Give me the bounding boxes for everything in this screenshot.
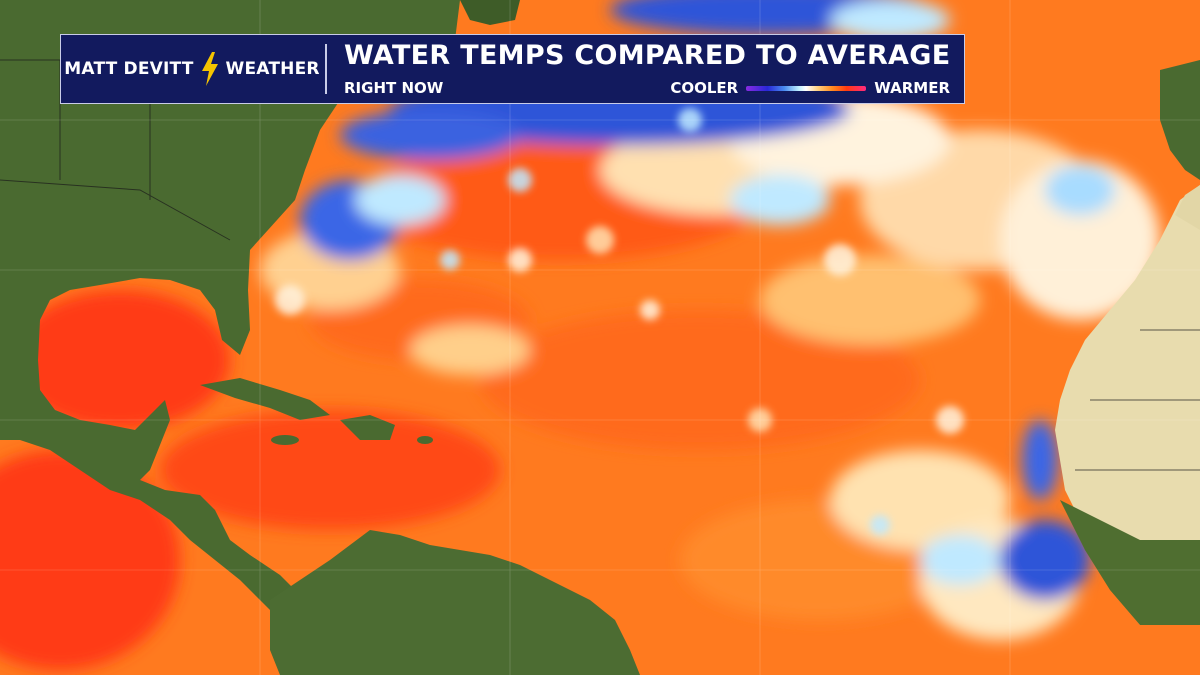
brand-name-right: WEATHER xyxy=(225,59,320,79)
ocean-fine-detail xyxy=(275,108,964,535)
legend-color-bar xyxy=(746,85,867,91)
brand-logo: MATT DEVITT WEATHER xyxy=(61,35,323,103)
caribbean-islands xyxy=(200,378,433,445)
north-america-land xyxy=(0,0,460,620)
legend-low-label: COOLER xyxy=(670,79,739,97)
legend-high-label: WARMER xyxy=(874,79,950,97)
europe-land xyxy=(1160,60,1200,180)
color-legend: COOLER WARMER xyxy=(670,79,950,97)
south-america-land xyxy=(270,530,640,675)
banner-divider xyxy=(325,44,327,94)
iberia-land xyxy=(1175,185,1200,230)
west-africa-vegetation xyxy=(1060,500,1200,625)
banner-subtitle: RIGHT NOW xyxy=(344,79,444,97)
banner-title: WATER TEMPS COMPARED TO AVERAGE xyxy=(344,40,951,71)
lightning-bolt-icon xyxy=(201,52,218,86)
title-banner: MATT DEVITT WEATHER WATER TEMPS COMPARED… xyxy=(60,34,965,104)
africa-land xyxy=(1055,185,1200,625)
brand-name-left: MATT DEVITT xyxy=(64,59,194,79)
canada-maritimes-land xyxy=(460,0,520,25)
banner-titles: WATER TEMPS COMPARED TO AVERAGE RIGHT NO… xyxy=(327,35,964,103)
